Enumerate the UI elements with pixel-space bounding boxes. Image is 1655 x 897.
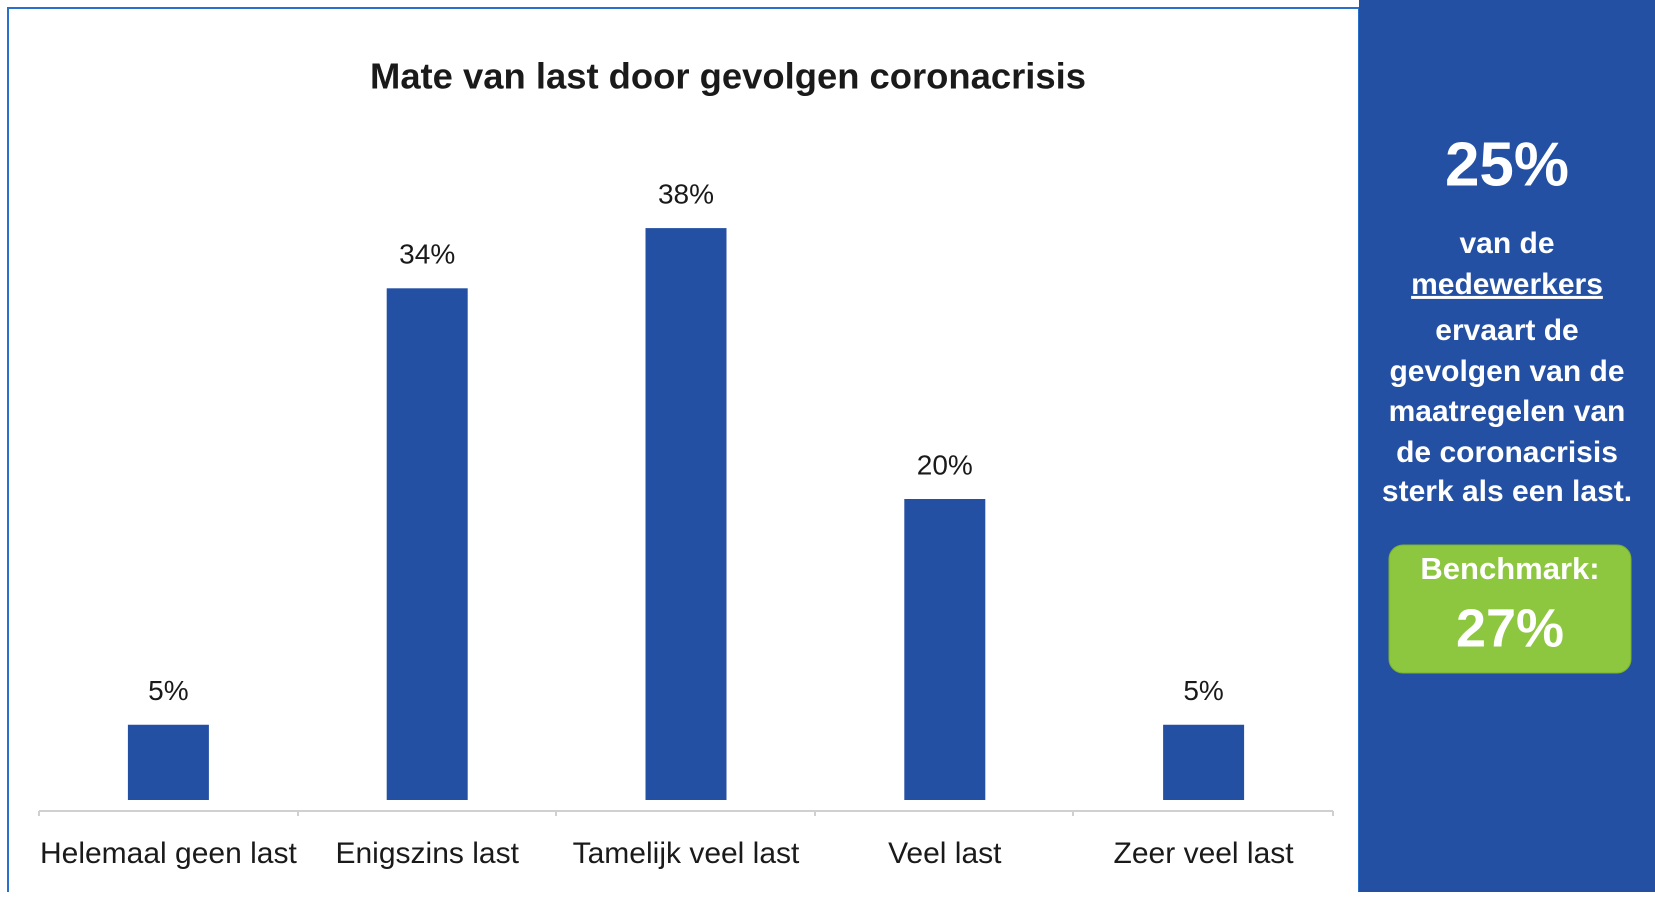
data-label: 5%	[1183, 675, 1223, 706]
data-label: 34%	[399, 239, 455, 270]
x-tick-label: Zeer veel last	[1114, 837, 1295, 870]
x-tick-label: Tamelijk veel last	[573, 837, 800, 870]
x-tick-label: Enigszins last	[335, 837, 519, 870]
panel-text: van de	[1459, 227, 1554, 260]
x-tick-label: Veel last	[888, 837, 1002, 870]
panel-text: ervaart de	[1435, 314, 1578, 347]
bar	[386, 288, 468, 800]
side-panel	[1359, 0, 1655, 892]
headline: 25%	[1445, 130, 1569, 199]
chart-title: Mate van last door gevolgen coronacrisis	[370, 56, 1086, 97]
benchmark-value: 27%	[1456, 598, 1564, 658]
panel-link: medewerkers	[1411, 268, 1603, 301]
axis-ticks	[38, 811, 1334, 816]
panel-text: de coronacrisis	[1396, 436, 1618, 469]
bar	[904, 499, 986, 800]
bar	[127, 724, 209, 800]
x-tick-label: Helemaal geen last	[40, 837, 297, 870]
data-label: 5%	[148, 675, 188, 706]
benchmark-label: Benchmark:	[1420, 551, 1599, 586]
benchmark-box	[1388, 544, 1632, 674]
panel-text: gevolgen van de	[1389, 355, 1624, 388]
bar	[1163, 724, 1245, 800]
bar	[645, 228, 727, 801]
panel-text: maatregelen van	[1389, 395, 1626, 428]
panel-text: sterk als een last.	[1382, 475, 1632, 508]
data-label: 38%	[658, 178, 714, 209]
data-label: 20%	[917, 449, 973, 480]
